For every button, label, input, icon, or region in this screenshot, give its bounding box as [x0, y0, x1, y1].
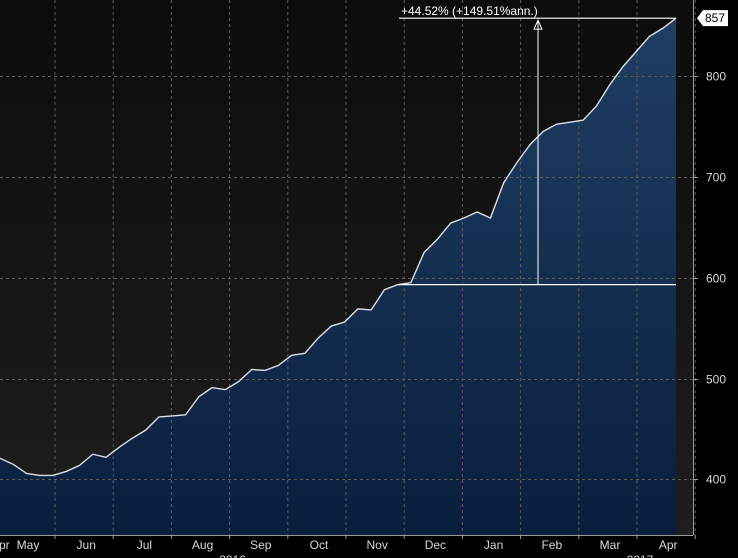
- x-tick-label-partial: pr: [0, 538, 10, 552]
- year-label: 2017: [627, 553, 654, 558]
- x-tick-label: Jan: [484, 538, 503, 552]
- annotation-arrow-head: [533, 18, 543, 30]
- y-tick-label: 500: [706, 373, 726, 387]
- x-tick-label: Mar: [600, 538, 621, 552]
- x-tick-label: Dec: [425, 538, 446, 552]
- series-line: [0, 17, 677, 477]
- last-value-label: 857: [705, 11, 725, 25]
- x-tick-label: Oct: [310, 538, 329, 552]
- x-tick-label: Nov: [367, 538, 388, 552]
- annotation-label: +44.52% (+149.51%ann.): [401, 4, 538, 18]
- x-tick-label: Jun: [77, 538, 96, 552]
- year-label: 2016: [219, 553, 246, 558]
- area-fill: [0, 18, 676, 536]
- x-tick-label: Sep: [250, 538, 272, 552]
- last-value-tag: [697, 10, 728, 27]
- y-tick-label: 700: [706, 171, 726, 185]
- y-tick-label: 400: [706, 473, 726, 487]
- y-tick-label: 600: [706, 272, 726, 286]
- x-tick-label: May: [17, 538, 40, 552]
- x-tick-label: Feb: [541, 538, 562, 552]
- x-tick-label: Aug: [192, 538, 213, 552]
- y-tick-label: 800: [706, 70, 726, 84]
- x-tick-label: Apr: [659, 538, 678, 552]
- x-tick-label: Jul: [137, 538, 152, 552]
